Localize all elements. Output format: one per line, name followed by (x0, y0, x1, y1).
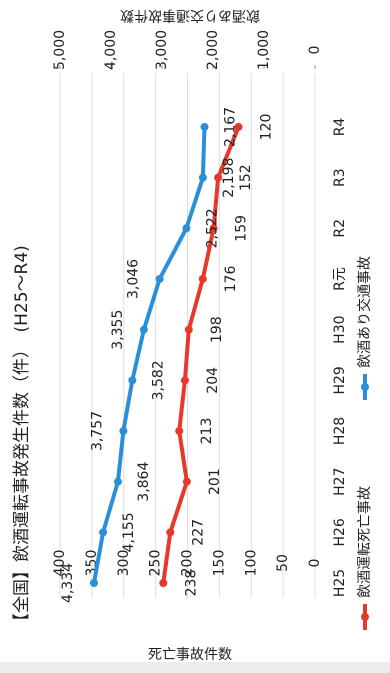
data-label: 4,334 (60, 563, 76, 603)
y2-axis-label: 飲酒あり交通事故件数 (120, 7, 260, 24)
data-label: 3,355 (110, 310, 126, 350)
y-tick-label: 300 (116, 550, 132, 577)
y2-tick-label: 5,000 (52, 30, 68, 70)
data-label: 2,522 (204, 208, 220, 248)
legend-dot (361, 613, 369, 621)
y-tick-label: 400 (52, 550, 68, 577)
point (89, 579, 98, 587)
y2-tick-label: 1,000 (256, 30, 272, 70)
point (198, 173, 207, 182)
data-label: 3,046 (126, 259, 142, 299)
point (159, 579, 168, 587)
data-label: 120 (259, 114, 275, 141)
data-label: 4,155 (121, 512, 137, 552)
data-label: 2,198 (221, 158, 237, 198)
y2-tick-label: 3,000 (154, 30, 170, 70)
x-tick-label: R元 (332, 267, 348, 291)
data-label: 3,757 (89, 411, 105, 451)
point (180, 376, 189, 385)
point (99, 528, 108, 537)
point (139, 325, 148, 334)
point (200, 122, 209, 131)
x-tick-label: H29 (332, 366, 348, 394)
data-label: 3,582 (150, 360, 166, 400)
y-tick-label: 250 (148, 550, 164, 577)
point (175, 426, 184, 435)
legend-label: 飲酒あり交通事故 (356, 256, 373, 368)
data-label: 238 (183, 570, 199, 597)
x-tick-label: H28 (332, 417, 348, 445)
series-line (91, 126, 207, 584)
y2-tick-label: 0 (307, 46, 323, 55)
data-label: 198 (209, 316, 225, 343)
y2-tick-label: 2,000 (205, 30, 221, 70)
point (155, 274, 164, 283)
y-tick-label: 0 (307, 559, 323, 568)
x-tick-label: R2 (332, 219, 348, 238)
data-label: 213 (199, 418, 215, 445)
point (214, 173, 223, 182)
y-tick-label: 100 (243, 550, 259, 577)
x-tick-label: H25 (332, 569, 348, 597)
point (182, 477, 191, 486)
series-line (161, 126, 241, 584)
point (184, 325, 193, 334)
data-label: 3,864 (136, 462, 152, 502)
point (166, 528, 175, 537)
point (128, 376, 137, 385)
point (209, 224, 218, 233)
x-tick-label: H26 (332, 518, 348, 546)
bottom-band (0, 662, 390, 673)
data-label: 159 (234, 215, 250, 242)
x-tick-label: H30 (332, 315, 348, 343)
data-label: 2,167 (222, 107, 238, 147)
y2-tick-label: 4,000 (103, 30, 119, 70)
legend-label: 飲酒運転死亡事故 (357, 486, 373, 598)
point (119, 426, 128, 435)
point (198, 274, 207, 283)
y-tick-label: 200 (180, 550, 196, 577)
point (182, 224, 191, 233)
rotated-chart: 【全国】飲酒運転事故発生件数（件） (H25～R4) 0501001502002… (12, 7, 373, 663)
y-tick-label: 150 (211, 550, 227, 577)
point (113, 477, 122, 486)
data-label: 227 (190, 519, 206, 546)
data-label: 176 (223, 266, 239, 293)
x-tick-label: H27 (332, 467, 348, 495)
x-tick-label: R4 (332, 118, 348, 137)
data-label: 204 (205, 367, 221, 394)
data-label: 152 (238, 164, 254, 191)
legend-dot (361, 383, 369, 391)
y-axis-label: 死亡事故件数 (148, 647, 232, 663)
chart-title: 【全国】飲酒運転事故発生件数（件） (H25～R4) (12, 245, 32, 630)
point (234, 122, 243, 131)
y-tick-label: 50 (275, 554, 291, 572)
data-label: 201 (207, 468, 223, 495)
x-tick-label: R3 (332, 168, 348, 187)
